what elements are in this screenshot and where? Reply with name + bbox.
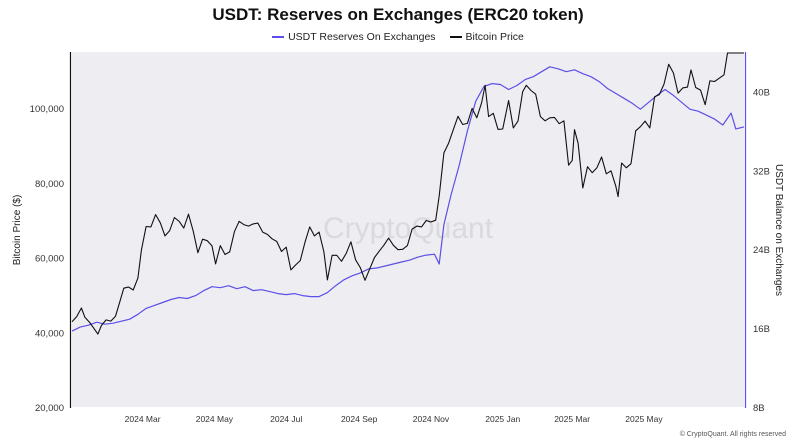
left-tick-label: 40,000 [35, 328, 64, 339]
bitcoin-price-line [71, 52, 744, 335]
copyright-notice: © CryptoQuant. All rights reserved [679, 431, 786, 438]
x-axis-ticks: 2024 Mar 2024 May 2024 Jul 2024 Sep 2024 Nov… [125, 414, 664, 424]
series-layer [71, 52, 745, 335]
x-tick-label: 2024 Sep [341, 414, 378, 424]
legend-item-usdt-reserves[interactable]: USDT Reserves On Exchanges [272, 31, 436, 43]
x-tick-label: 2024 May [196, 414, 234, 424]
right-axis-ticks: 8B 16B 24B 32B 40B [753, 87, 770, 414]
x-tick-label: 2025 Mar [554, 414, 590, 424]
left-tick-label: 20,000 [35, 403, 64, 414]
left-tick-label: 100,000 [30, 104, 64, 115]
watermark-text: CryptoQuant [323, 212, 494, 245]
right-tick-label: 16B [753, 324, 770, 335]
chart-title: USDT: Reserves on Exchanges (ERC20 token… [212, 5, 584, 24]
left-tick-label: 60,000 [35, 254, 64, 265]
legend-swatch-btc [449, 36, 462, 38]
right-tick-label: 32B [753, 166, 770, 177]
left-tick-label: 80,000 [35, 179, 64, 190]
x-tick-label: 2024 Nov [413, 414, 450, 424]
right-axis-label: USDT Balance on Exchanges [773, 164, 784, 296]
x-tick-label: 2024 Jul [270, 414, 302, 424]
right-tick-label: 40B [753, 87, 770, 98]
left-axis-ticks: 20,000 40,000 60,000 80,000 100,000 [30, 104, 64, 414]
legend-label-usdt: USDT Reserves On Exchanges [288, 31, 436, 43]
usdt-reserves-line [71, 66, 745, 332]
legend-label-btc: Bitcoin Price [465, 31, 524, 43]
right-tick-label: 24B [753, 245, 770, 256]
x-tick-label: 2024 Mar [125, 414, 161, 424]
x-tick-label: 2025 May [625, 414, 663, 424]
right-tick-label: 8B [753, 403, 765, 414]
left-axis-label: Bitcoin Price ($) [12, 195, 23, 266]
x-tick-label: 2025 Jan [485, 414, 520, 424]
chart-legend: USDT Reserves On Exchanges Bitcoin Price [0, 31, 796, 43]
legend-item-bitcoin-price[interactable]: Bitcoin Price [449, 31, 524, 43]
legend-swatch-usdt [272, 36, 285, 38]
plot-area [72, 52, 744, 407]
